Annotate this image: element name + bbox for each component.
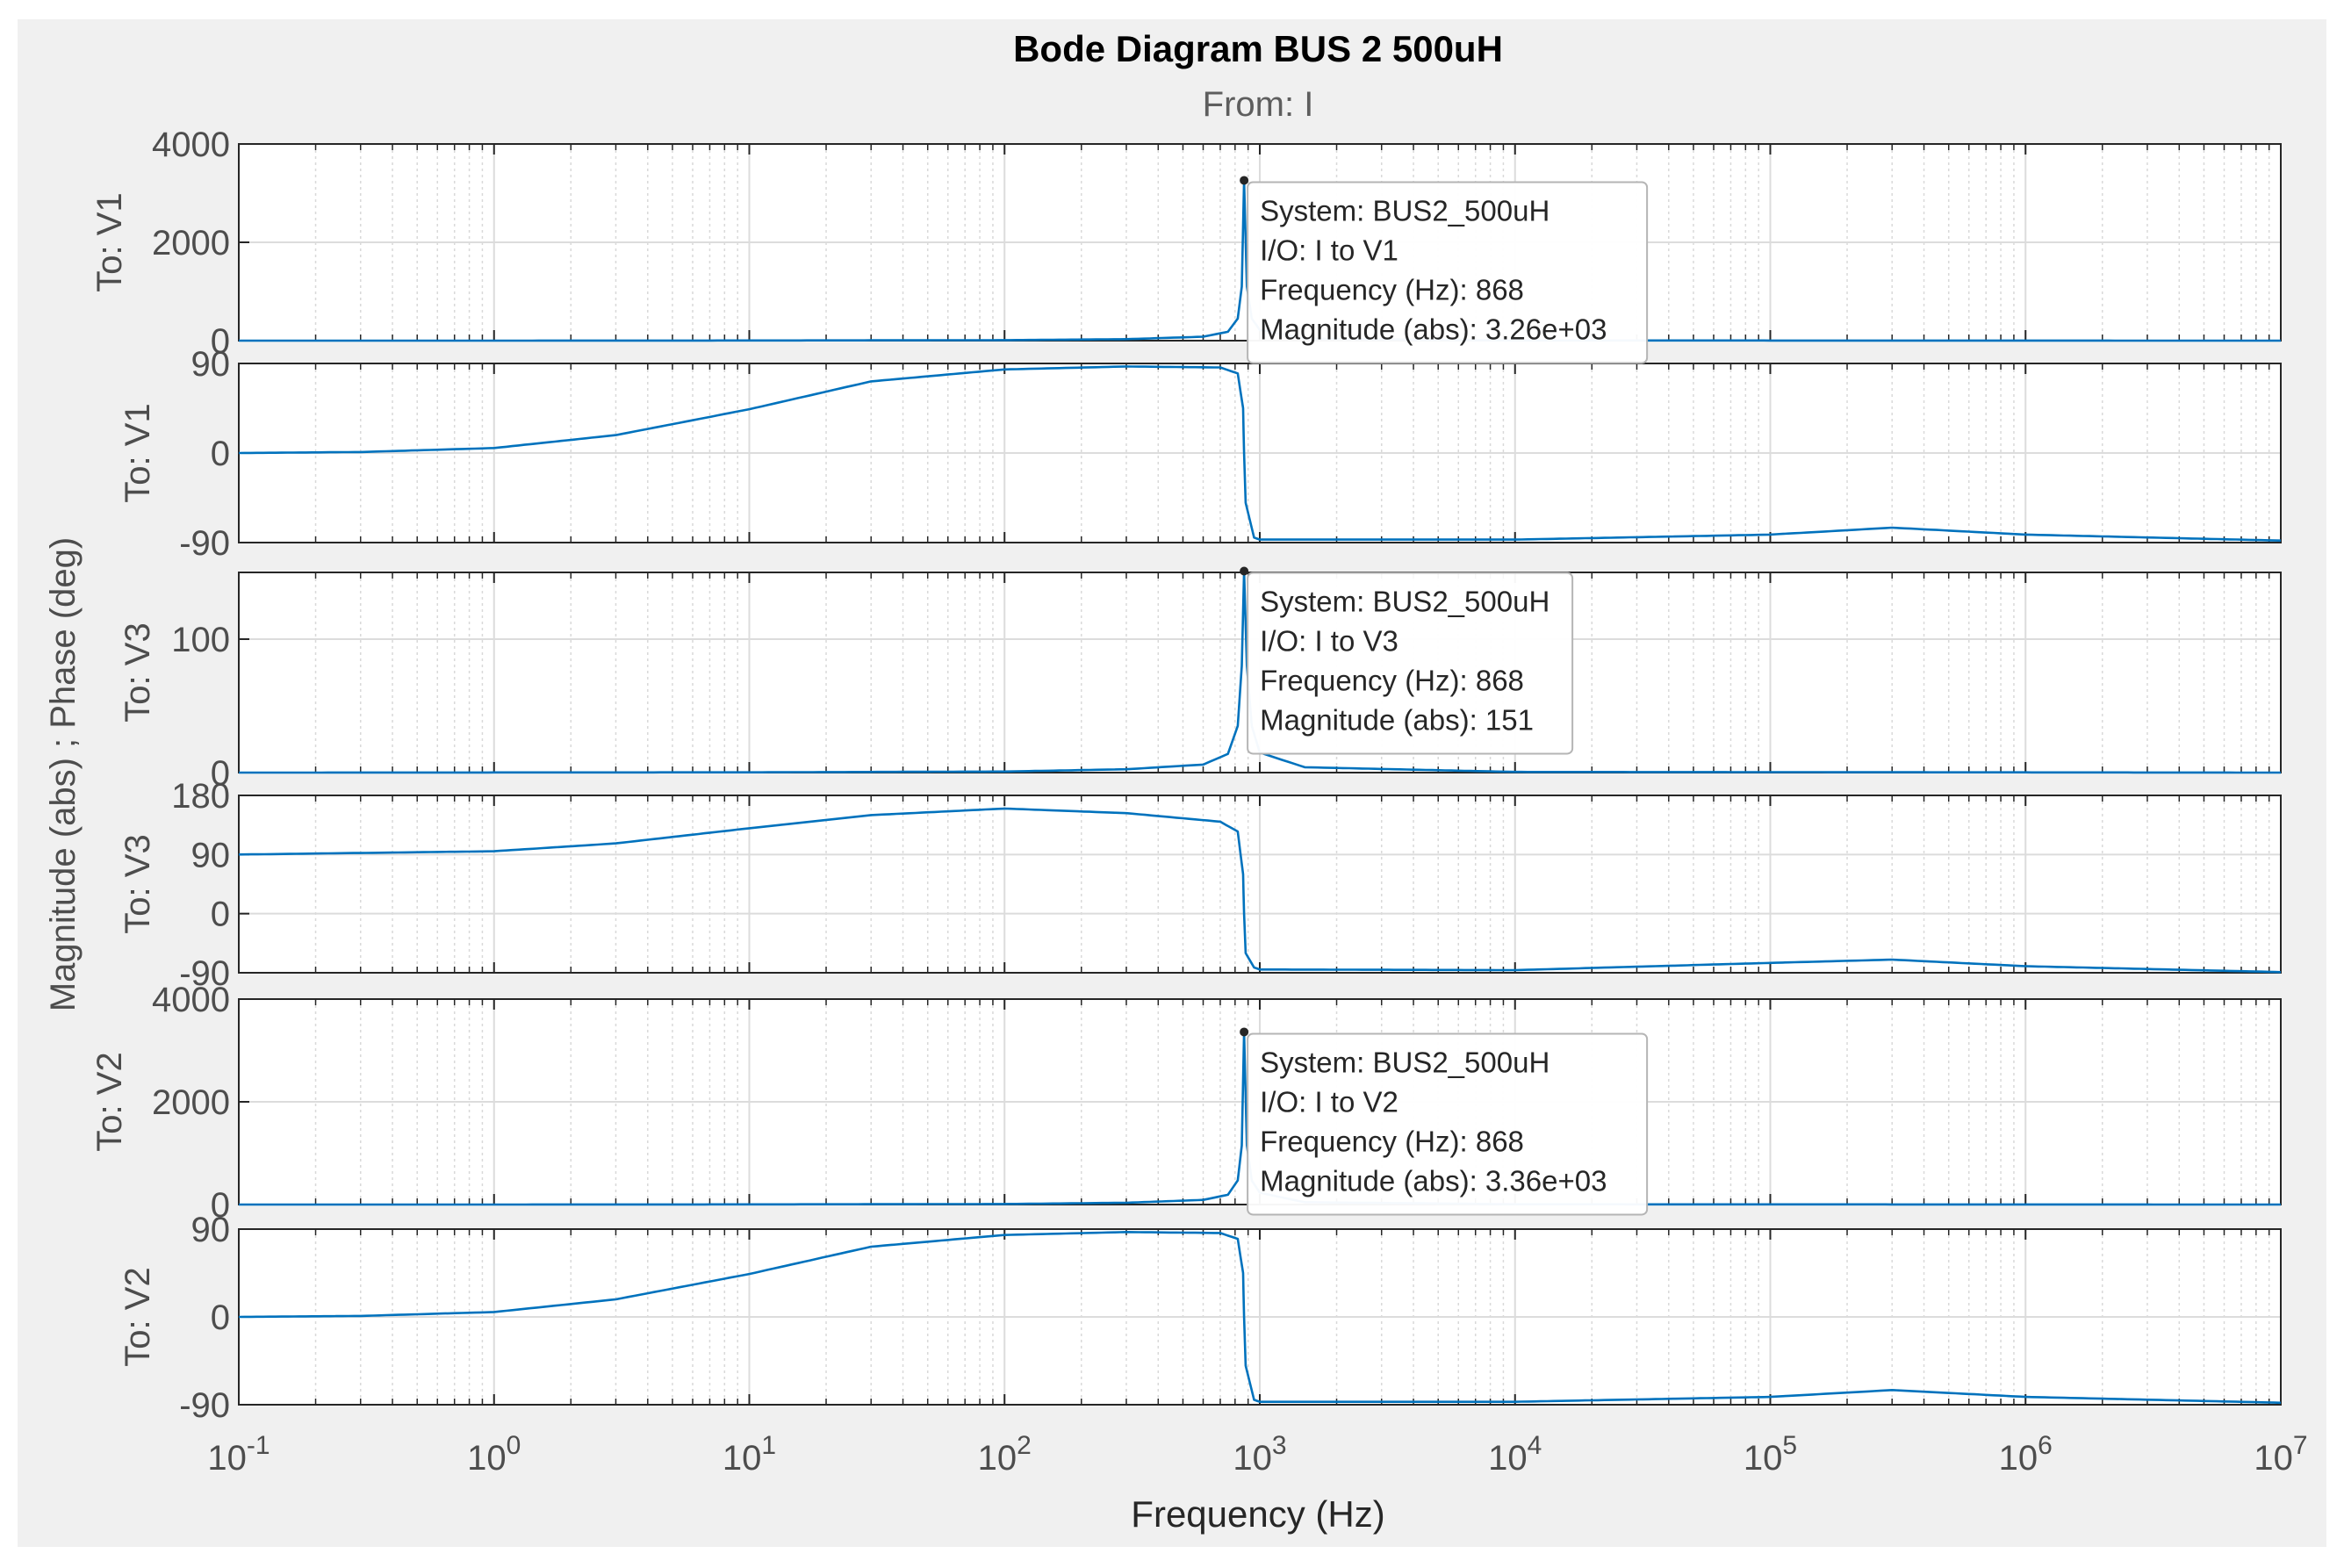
x-tick-label: 101: [723, 1431, 776, 1478]
subplot-3: 100 0 To: V3: [119, 570, 2282, 793]
figure-window: Bode Diagram BUS 2 500uH From: I Magnitu…: [18, 19, 2326, 1547]
datatip-line: Magnitude (abs): 3.36e+03: [1260, 1164, 1607, 1197]
datatip-line: I/O: I to V1: [1260, 234, 1398, 266]
datatip-2: System: BUS2_500uH I/O: I to V3 Frequency …: [1240, 566, 1574, 755]
datatip-1: System: BUS2_500uH I/O: I to V1 Frequency …: [1240, 176, 1649, 364]
chart-subtitle: From: I: [1203, 85, 1314, 124]
series-line: [238, 807, 2282, 974]
y-tick-label: 0: [211, 322, 230, 361]
panel-ylabel: To: V2: [90, 1052, 129, 1151]
y-tick-label: 0: [211, 435, 230, 473]
y-tick-label: 2000: [152, 224, 230, 263]
datatip-box: [1247, 1032, 1649, 1216]
panel-ylabel: To: V1: [90, 192, 129, 291]
subplot-2: 90 0 -90 To: V1: [119, 345, 2282, 563]
y-tick-label: 0: [211, 1298, 230, 1337]
axes-box: [238, 795, 2282, 974]
subplot-5: 4000 2000 0 To: V2: [90, 981, 2282, 1225]
y-tick-label: -90: [179, 524, 230, 563]
subplot-6: 90 0 -90 To: V2: [119, 1211, 2282, 1425]
datatip-line: Magnitude (abs): 151: [1260, 703, 1534, 736]
y-tick-label: 0: [211, 1186, 230, 1225]
datatip-line: Frequency (Hz): 868: [1260, 664, 1524, 696]
x-tick-label: 100: [467, 1431, 521, 1478]
datatip-marker: [1240, 566, 1249, 576]
x-tick-label: 104: [1488, 1431, 1542, 1478]
y-tick-label: 2000: [152, 1083, 230, 1122]
series-line: [238, 365, 2282, 542]
y-tick-label: 90: [191, 345, 231, 384]
y-tick-label: -90: [179, 954, 230, 993]
panel-ylabel: To: V2: [119, 1267, 157, 1366]
datatip-line: System: BUS2_500uH: [1260, 194, 1549, 227]
subplot-4: 180 90 0 -90 To: V3: [119, 777, 2282, 993]
subplot-1: 4000 2000 0 To: V1: [90, 126, 2282, 361]
datatip-line: System: BUS2_500uH: [1260, 1046, 1549, 1078]
y-tick-label: -90: [179, 1386, 230, 1425]
y-tick-label: 90: [191, 836, 231, 874]
x-tick-labels: 10-1 100 101 102 103 104 105 106 107: [207, 1431, 2307, 1478]
datatip-line: Frequency (Hz): 868: [1260, 273, 1524, 306]
datatip-line: System: BUS2_500uH: [1260, 585, 1549, 617]
datatip-box: [1247, 572, 1574, 755]
chart-title: Bode Diagram BUS 2 500uH: [1013, 28, 1503, 69]
y-tick-label: 100: [171, 621, 230, 659]
bode-chart: Bode Diagram BUS 2 500uH From: I Magnitu…: [44, 28, 2308, 1535]
datatip-line: Frequency (Hz): 868: [1260, 1125, 1524, 1157]
panel-ylabel: To: V3: [119, 622, 157, 722]
datatip-marker: [1240, 176, 1249, 185]
y-tick-label: 180: [171, 777, 230, 816]
x-tick-label: 106: [1999, 1431, 2053, 1478]
x-tick-label: 107: [2254, 1431, 2307, 1478]
y-tick-label: 0: [211, 895, 230, 934]
datatip-group: System: BUS2_500uH I/O: I to V1 Frequency …: [1240, 176, 1649, 1216]
datatip-3: System: BUS2_500uH I/O: I to V2 Frequency …: [1240, 1027, 1649, 1216]
y-tick-label: 0: [211, 754, 230, 793]
y-tick-label: 4000: [152, 126, 230, 164]
datatip-box: [1247, 181, 1649, 364]
y-tick-label: 90: [191, 1211, 231, 1249]
panel-ylabel: To: V3: [119, 834, 157, 933]
series-line: [238, 1231, 2282, 1405]
panel-ylabel: To: V1: [119, 403, 157, 502]
x-tick-label: 105: [1744, 1431, 1797, 1478]
x-tick-label: 103: [1233, 1431, 1286, 1478]
datatip-line: I/O: I to V3: [1260, 624, 1398, 657]
x-axis-label: Frequency (Hz): [1131, 1493, 1384, 1535]
y-axis-label: Magnitude (abs) ; Phase (deg): [44, 537, 83, 1011]
x-tick-label: 102: [978, 1431, 1032, 1478]
datatip-line: I/O: I to V2: [1260, 1085, 1398, 1118]
y-tick-label: 4000: [152, 981, 230, 1019]
datatip-line: Magnitude (abs): 3.26e+03: [1260, 313, 1607, 345]
x-tick-label: 10-1: [207, 1431, 270, 1478]
datatip-marker: [1240, 1027, 1249, 1037]
